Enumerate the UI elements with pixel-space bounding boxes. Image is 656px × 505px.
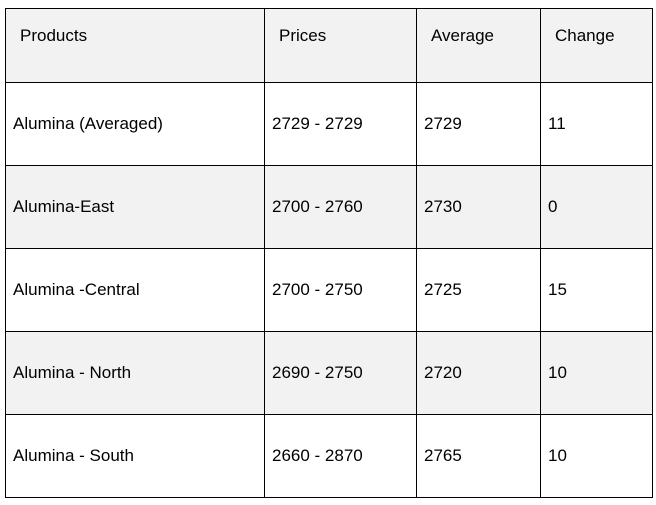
header-row: Products Prices Average Change [5, 8, 653, 83]
table-cell: 2720 [416, 331, 541, 415]
table-cell: 10 [540, 414, 653, 498]
table-row: Alumina - South 2660 - 2870 2765 10 [5, 414, 653, 498]
table-cell: Alumina -Central [5, 248, 265, 332]
table-cell: 2729 - 2729 [264, 82, 417, 166]
table-cell: 2725 [416, 248, 541, 332]
header-cell: Products [5, 8, 265, 83]
table-row: Alumina - North 2690 - 2750 2720 10 [5, 331, 653, 415]
table-body: Alumina (Averaged) 2729 - 2729 2729 11 Alumi… [5, 82, 653, 498]
table-cell: 15 [540, 248, 653, 332]
table-cell: Alumina (Averaged) [5, 82, 265, 166]
table-cell: 2690 - 2750 [264, 331, 417, 415]
header-cell: Prices [264, 8, 417, 83]
table-cell: 0 [540, 165, 653, 249]
price-table: Products Prices Average Change Alumina (Ave… [5, 8, 653, 498]
table-cell: 2730 [416, 165, 541, 249]
table-cell: Alumina - North [5, 331, 265, 415]
table-cell: 2700 - 2760 [264, 165, 417, 249]
table-row: Alumina (Averaged) 2729 - 2729 2729 11 [5, 82, 653, 166]
table-cell: 2700 - 2750 [264, 248, 417, 332]
table-cell: 2660 - 2870 [264, 414, 417, 498]
header-cell: Average [416, 8, 541, 83]
table-row: Alumina -Central 2700 - 2750 2725 15 [5, 248, 653, 332]
table-cell: 10 [540, 331, 653, 415]
table-cell: Alumina - South [5, 414, 265, 498]
table-cell: 2765 [416, 414, 541, 498]
header-cell: Change [540, 8, 653, 83]
table-row: Alumina-East 2700 - 2760 2730 0 [5, 165, 653, 249]
table-cell: 11 [540, 82, 653, 166]
table-cell: Alumina-East [5, 165, 265, 249]
table-cell: 2729 [416, 82, 541, 166]
